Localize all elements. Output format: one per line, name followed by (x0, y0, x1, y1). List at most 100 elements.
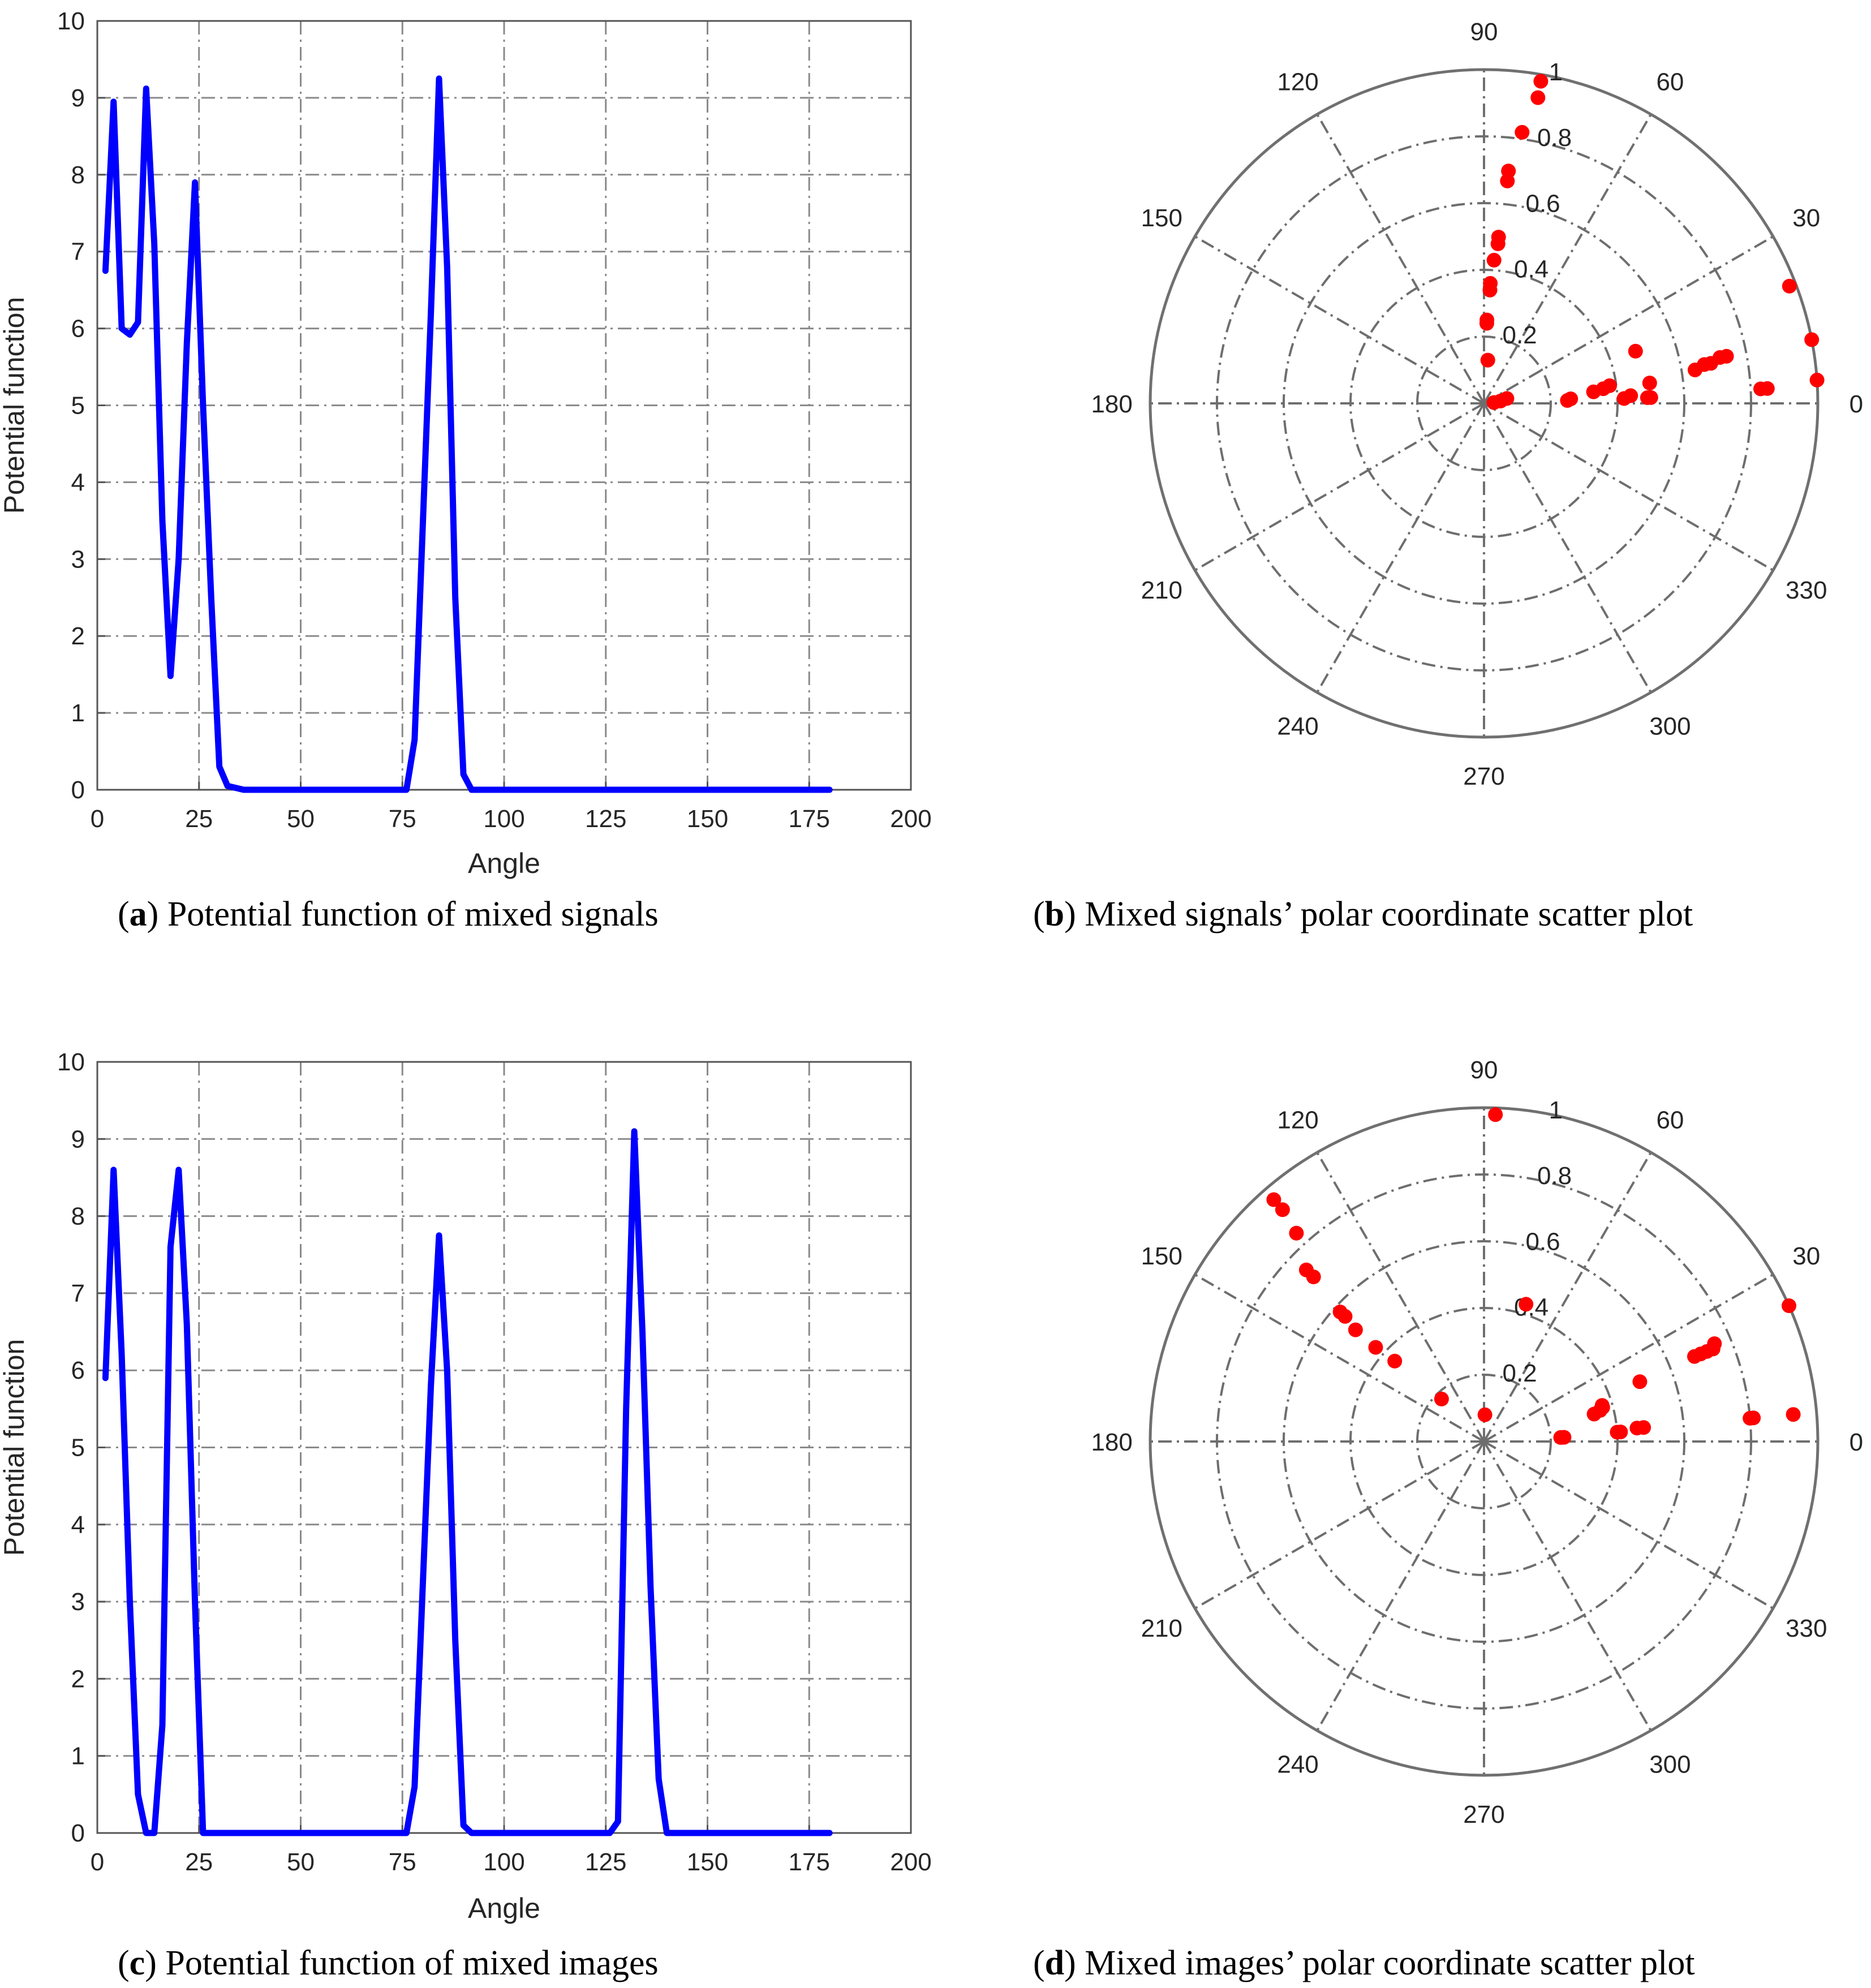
caption-a: (a) Potential function of mixed signals (118, 895, 659, 933)
theta-tick-label: 90 (1470, 1056, 1498, 1084)
scatter-point (1434, 1391, 1449, 1406)
polar-spoke (1483, 402, 1652, 693)
scatter-point (1488, 1107, 1503, 1122)
scatter-point (1519, 1297, 1534, 1312)
y-tick-label: 7 (71, 238, 85, 266)
theta-tick-label: 240 (1277, 713, 1318, 741)
y-tick-label: 2 (71, 622, 85, 650)
caption-b: (b) Mixed signals’ polar coordinate scat… (1033, 895, 1693, 933)
scatter-point (1636, 1420, 1651, 1435)
x-tick-label: 200 (890, 805, 931, 833)
theta-tick-label: 150 (1141, 1242, 1182, 1270)
theta-tick-label: 60 (1656, 68, 1684, 96)
polar-outer-ring (1149, 1106, 1820, 1777)
scatter-point (1642, 376, 1657, 390)
x-tick-label: 25 (185, 805, 213, 833)
line-chart-mixed-images: 0 25 50 75 100 125 150 175 200 0 1 2 3 4 5 6 7 8 9 10 Angle… (0, 1048, 932, 1982)
y-tick-label: 8 (71, 1203, 85, 1230)
theta-tick-label: 180 (1091, 1428, 1132, 1456)
polar-ring (1283, 202, 1685, 605)
caption-letter: a (130, 895, 147, 933)
scatter-point (1306, 1270, 1321, 1284)
polar-spoke (1316, 1152, 1485, 1443)
r-tick-label: 0.2 (1502, 1359, 1537, 1387)
y-tick-label: 5 (71, 392, 85, 420)
x-axis-label: Angle (468, 1892, 540, 1924)
polar-spoke (1483, 1440, 1774, 1610)
x-tick-label: 100 (483, 805, 524, 833)
scatter-point (1387, 1353, 1403, 1369)
scatter-point (1368, 1340, 1383, 1355)
x-tick-label: 0 (91, 805, 104, 833)
polar-ring (1216, 135, 1752, 672)
y-tick-label: 10 (57, 1048, 85, 1076)
scatter-point (1623, 388, 1638, 403)
scatter-point (1348, 1322, 1363, 1337)
scatter-point (1613, 1425, 1628, 1440)
r-tick-label: 1 (1549, 58, 1562, 86)
r-tick-label: 0.2 (1502, 321, 1537, 349)
caption-d: (d) Mixed images’ polar coordinate scatt… (1033, 1944, 1695, 1982)
line-chart-mixed-signals: 0 25 50 75 100 125 150 175 200 0 1 2 3 4 5 6 7 8 9 10 Angle… (0, 7, 932, 933)
scatter-point (1482, 282, 1498, 298)
scatter-point (1486, 252, 1502, 268)
y-tick-label: 0 (71, 776, 85, 804)
theta-tick-label: 120 (1277, 68, 1318, 96)
scatter-point (1479, 316, 1494, 331)
y-tick-label: 4 (71, 468, 85, 496)
polar-spoke (1483, 114, 1652, 405)
scatter-point (1289, 1225, 1304, 1241)
scatter-point (1490, 236, 1506, 251)
potential-line (102, 75, 833, 793)
y-tick-label: 1 (71, 1742, 85, 1770)
x-tick-label: 50 (287, 1848, 315, 1876)
potential-line (102, 1128, 833, 1836)
x-tick-label: 150 (687, 805, 728, 833)
x-tick-label: 75 (389, 805, 416, 833)
scatter-point (1782, 278, 1797, 294)
caption-text: Potential function of mixed signals (158, 895, 658, 933)
scatter-point (1760, 381, 1775, 396)
theta-tick-label: 0 (1850, 390, 1863, 418)
polar-spoke (1483, 1152, 1652, 1443)
scatter-point (1643, 390, 1658, 405)
polar-spoke (1194, 235, 1485, 405)
scatter-point (1275, 1202, 1290, 1217)
polar-ring (1416, 335, 1552, 471)
y-tick-label: 10 (57, 7, 85, 35)
scatter-point (1782, 1298, 1796, 1313)
theta-tick-label: 60 (1656, 1106, 1684, 1134)
theta-tick-label: 330 (1786, 1615, 1827, 1642)
theta-tick-label: 180 (1091, 390, 1132, 418)
caption-text: Mixed images’ polar coordinate scatter p… (1076, 1944, 1695, 1982)
x-tick-label: 200 (890, 1848, 931, 1876)
theta-tick-label: 120 (1277, 1106, 1318, 1134)
polar-spoke (1483, 1273, 1774, 1443)
caption-text: Potential function of mixed images (157, 1944, 659, 1982)
theta-tick-label: 30 (1792, 1242, 1820, 1270)
theta-tick-label: 210 (1141, 1615, 1182, 1642)
polar-spoke (1483, 235, 1774, 405)
scatter-point (1556, 1430, 1572, 1445)
scatter-point (1746, 1410, 1761, 1426)
y-tick-label: 2 (71, 1665, 85, 1693)
polar-ring (1216, 1173, 1752, 1710)
x-tick-label: 175 (789, 1848, 830, 1876)
y-axis-label: Potential function (0, 1339, 30, 1556)
y-tick-label: 9 (71, 1125, 85, 1153)
x-tick-label: 125 (585, 805, 626, 833)
theta-tick-label: 150 (1141, 204, 1182, 232)
caption-text: Mixed signals’ polar coordinate scatter … (1076, 895, 1693, 933)
theta-tick-label: 30 (1792, 204, 1820, 232)
x-tick-label: 125 (585, 1848, 626, 1876)
polar-spoke (1483, 1441, 1652, 1731)
scatter-point (1499, 391, 1515, 406)
polar-outer-ring (1149, 68, 1820, 739)
y-tick-label: 8 (71, 161, 85, 189)
theta-tick-label: 90 (1470, 18, 1498, 46)
x-tick-label: 50 (287, 805, 315, 833)
y-tick-label: 3 (71, 545, 85, 573)
theta-tick-label: 300 (1649, 1751, 1691, 1779)
scatter-point (1563, 391, 1578, 406)
